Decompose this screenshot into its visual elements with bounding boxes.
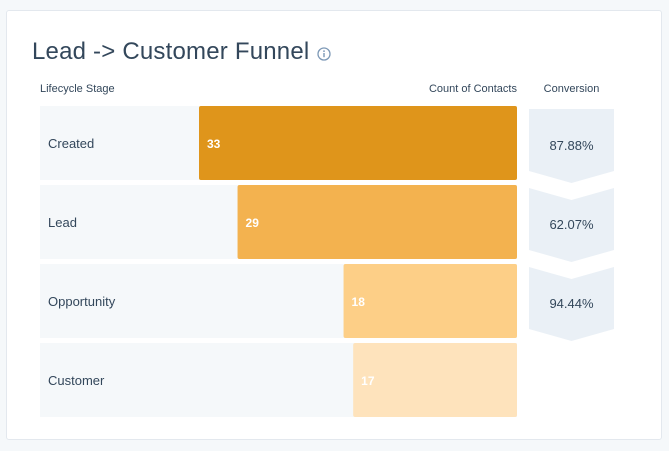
- stage-label: Opportunity: [48, 294, 116, 309]
- conversion-chevron: [529, 267, 614, 341]
- info-icon[interactable]: [317, 47, 332, 61]
- stage-label: Customer: [48, 373, 105, 388]
- conversion-rate-label: 62.07%: [549, 217, 594, 232]
- chart-title: Lead -> Customer Funnel: [32, 38, 310, 65]
- bar-value-label: 17: [361, 374, 375, 388]
- stage-label: Created: [48, 136, 94, 151]
- stage-column-header: Lifecycle Stage: [40, 83, 115, 95]
- conversion-rate-label: 87.88%: [549, 138, 594, 153]
- bar-value-label: 33: [207, 137, 221, 151]
- bar-value-label: 29: [246, 216, 260, 230]
- funnel-bar: [343, 264, 517, 338]
- conversion-column-header: Conversion: [543, 83, 600, 95]
- funnel-bar: [199, 106, 517, 180]
- conversion-chevron: [529, 109, 614, 183]
- title-row: Lead -> Customer Funnel: [32, 36, 332, 68]
- conversion-chevron: [529, 188, 614, 262]
- stage-label: Lead: [48, 215, 77, 230]
- conversion-rate-label: 94.44%: [549, 296, 594, 311]
- count-column-header: Count of Contacts: [428, 83, 517, 95]
- bar-value-label: 18: [352, 295, 366, 309]
- funnel-bar: [237, 185, 517, 259]
- funnel-bar: [353, 343, 517, 417]
